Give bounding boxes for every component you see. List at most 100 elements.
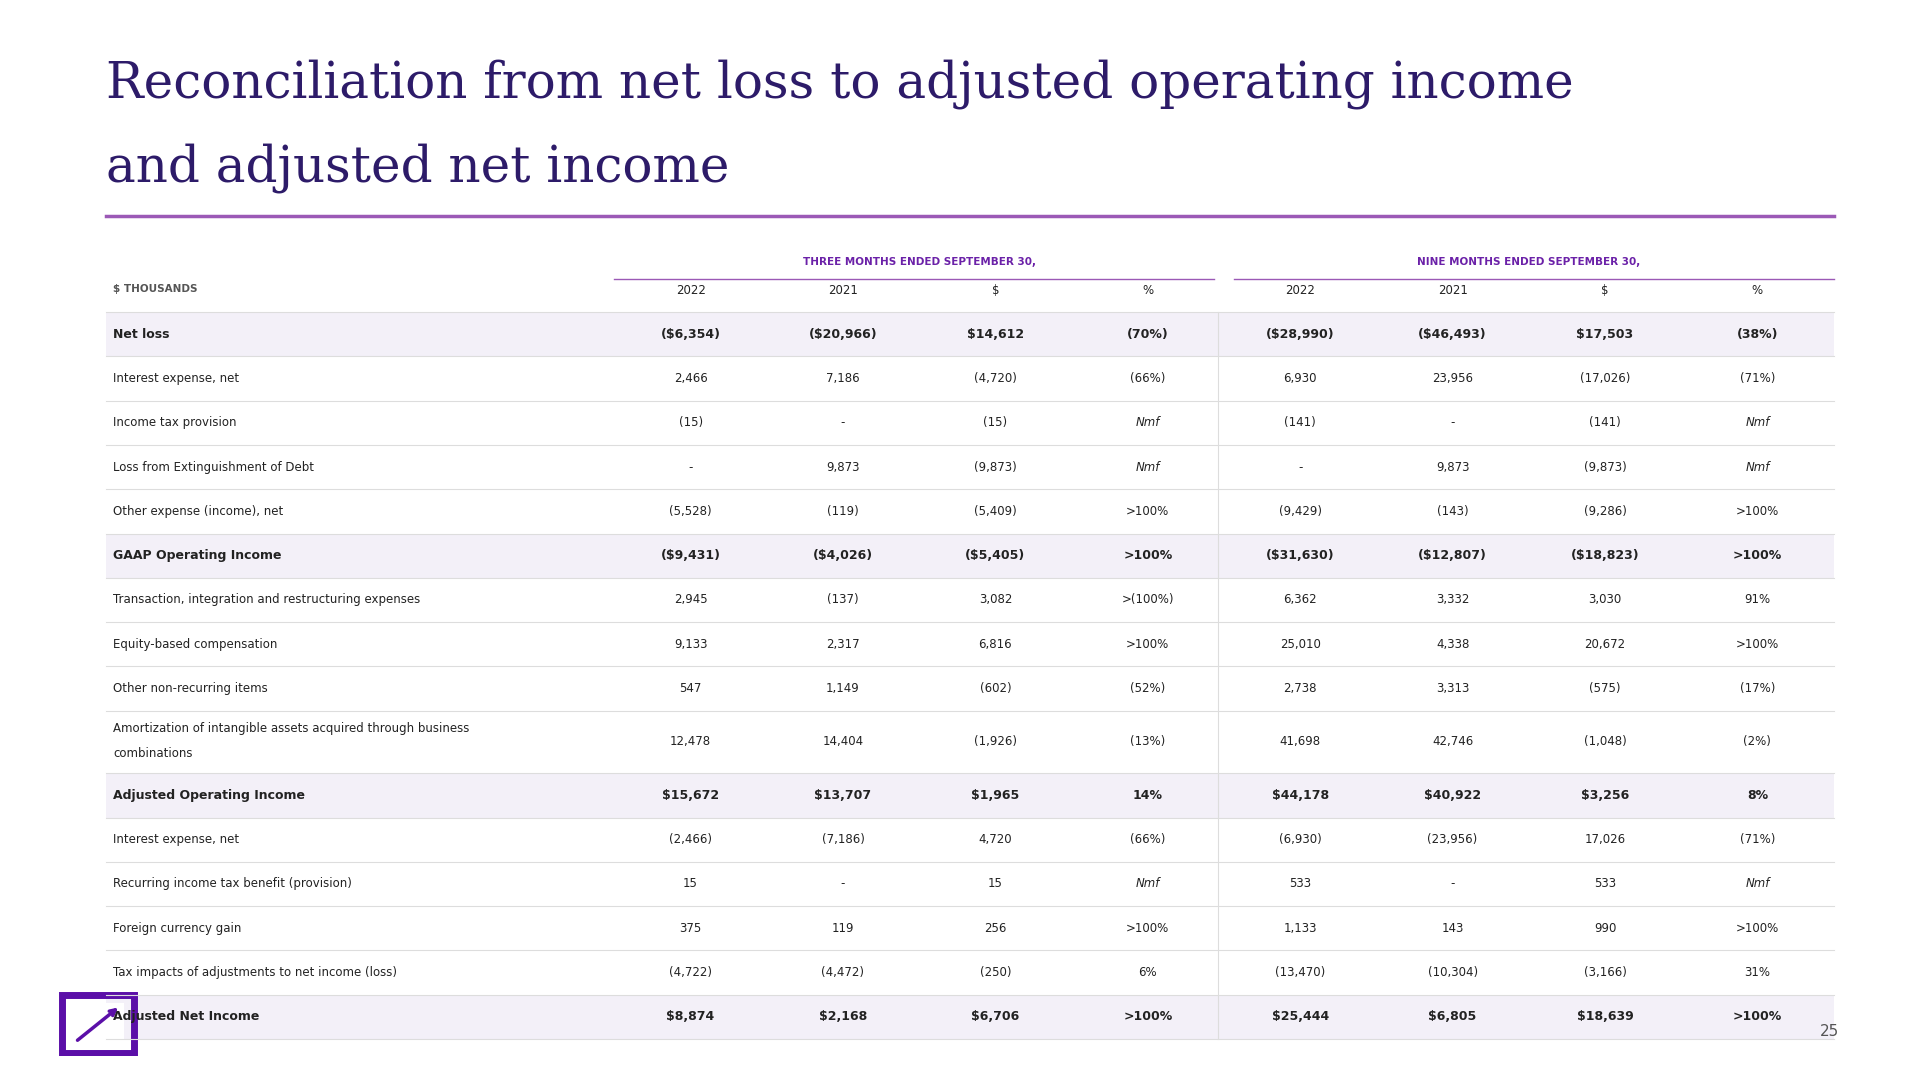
Text: (5,528): (5,528): [670, 504, 712, 518]
Text: 3,082: 3,082: [979, 593, 1012, 607]
Text: $40,922: $40,922: [1425, 788, 1480, 802]
Text: $18,639: $18,639: [1576, 1010, 1634, 1024]
Text: 533: 533: [1594, 877, 1617, 891]
Text: $44,178: $44,178: [1271, 788, 1329, 802]
Text: 42,746: 42,746: [1432, 735, 1473, 748]
Text: Nmf: Nmf: [1745, 460, 1770, 474]
Text: 41,698: 41,698: [1279, 735, 1321, 748]
Text: (4,722): (4,722): [668, 966, 712, 980]
Text: (66%): (66%): [1131, 372, 1165, 386]
Text: $6,706: $6,706: [972, 1010, 1020, 1024]
Text: %: %: [1142, 284, 1154, 297]
Text: 547: 547: [680, 681, 703, 696]
Text: %: %: [1751, 284, 1763, 297]
Text: ($46,493): ($46,493): [1419, 327, 1486, 341]
Text: 23,956: 23,956: [1432, 372, 1473, 386]
Text: ($28,990): ($28,990): [1265, 327, 1334, 341]
Text: $1,965: $1,965: [972, 788, 1020, 802]
Text: (70%): (70%): [1127, 327, 1169, 341]
Text: 2021: 2021: [828, 284, 858, 297]
Text: (119): (119): [828, 504, 858, 518]
Text: (4,720): (4,720): [973, 372, 1018, 386]
Text: 8%: 8%: [1747, 788, 1768, 802]
Text: 9,873: 9,873: [826, 460, 860, 474]
Text: (13,470): (13,470): [1275, 966, 1325, 980]
Text: (143): (143): [1436, 504, 1469, 518]
Text: $17,503: $17,503: [1576, 327, 1634, 341]
Text: 2,945: 2,945: [674, 593, 707, 607]
Text: (23,956): (23,956): [1427, 833, 1478, 847]
Text: Interest expense, net: Interest expense, net: [113, 833, 240, 847]
Text: 6,816: 6,816: [979, 637, 1012, 651]
Text: >100%: >100%: [1123, 549, 1173, 563]
Text: 17,026: 17,026: [1584, 833, 1626, 847]
Text: ($18,823): ($18,823): [1571, 549, 1640, 563]
Text: 91%: 91%: [1745, 593, 1770, 607]
Text: $: $: [991, 284, 998, 297]
Text: (4,472): (4,472): [822, 966, 864, 980]
Text: 1,149: 1,149: [826, 681, 860, 696]
Text: 2,317: 2,317: [826, 637, 860, 651]
Text: 2022: 2022: [1284, 284, 1315, 297]
FancyBboxPatch shape: [73, 1003, 123, 1044]
Text: $6,805: $6,805: [1428, 1010, 1476, 1024]
Text: 9,873: 9,873: [1436, 460, 1469, 474]
Text: combinations: combinations: [113, 746, 192, 759]
Text: Equity-based compensation: Equity-based compensation: [113, 637, 278, 651]
Text: >100%: >100%: [1736, 504, 1780, 518]
Text: $3,256: $3,256: [1580, 788, 1630, 802]
Text: $8,874: $8,874: [666, 1010, 714, 1024]
Text: THREE MONTHS ENDED SEPTEMBER 30,: THREE MONTHS ENDED SEPTEMBER 30,: [803, 257, 1035, 267]
Text: (575): (575): [1590, 681, 1620, 696]
Text: Net loss: Net loss: [113, 327, 169, 341]
Text: -: -: [1450, 416, 1455, 430]
Text: 15: 15: [989, 877, 1002, 891]
Text: and adjusted net income: and adjusted net income: [106, 143, 730, 192]
Text: (38%): (38%): [1738, 327, 1778, 341]
Text: (15): (15): [678, 416, 703, 430]
Text: Nmf: Nmf: [1135, 877, 1160, 891]
Text: Foreign currency gain: Foreign currency gain: [113, 921, 242, 935]
Text: 990: 990: [1594, 921, 1617, 935]
Text: (71%): (71%): [1740, 372, 1776, 386]
Text: (10,304): (10,304): [1428, 966, 1478, 980]
Text: (66%): (66%): [1131, 833, 1165, 847]
Text: $14,612: $14,612: [968, 327, 1023, 341]
Text: (9,429): (9,429): [1279, 504, 1321, 518]
Text: (15): (15): [983, 416, 1008, 430]
Text: Other non-recurring items: Other non-recurring items: [113, 681, 269, 696]
Text: (9,873): (9,873): [973, 460, 1018, 474]
Text: (17%): (17%): [1740, 681, 1776, 696]
Text: (141): (141): [1284, 416, 1315, 430]
Text: 6,362: 6,362: [1283, 593, 1317, 607]
Text: (52%): (52%): [1131, 681, 1165, 696]
Text: ($12,807): ($12,807): [1419, 549, 1486, 563]
Text: (2,466): (2,466): [668, 833, 712, 847]
Text: Adjusted Operating Income: Adjusted Operating Income: [113, 788, 305, 802]
Text: 143: 143: [1442, 921, 1463, 935]
Text: ($4,026): ($4,026): [812, 549, 874, 563]
Text: $25,444: $25,444: [1271, 1010, 1329, 1024]
Text: Nmf: Nmf: [1135, 460, 1160, 474]
Text: 3,332: 3,332: [1436, 593, 1469, 607]
Text: 4,338: 4,338: [1436, 637, 1469, 651]
Text: ($6,354): ($6,354): [660, 327, 720, 341]
Text: 25: 25: [1820, 1024, 1839, 1039]
Text: 25,010: 25,010: [1281, 637, 1321, 651]
Text: 3,030: 3,030: [1588, 593, 1622, 607]
Text: 4,720: 4,720: [979, 833, 1012, 847]
Text: 2,466: 2,466: [674, 372, 707, 386]
Text: -: -: [841, 877, 845, 891]
Text: ($31,630): ($31,630): [1265, 549, 1334, 563]
Text: (1,926): (1,926): [973, 735, 1018, 748]
Text: >100%: >100%: [1127, 637, 1169, 651]
Text: 12,478: 12,478: [670, 735, 710, 748]
Text: 375: 375: [680, 921, 701, 935]
Text: 31%: 31%: [1745, 966, 1770, 980]
Text: Income tax provision: Income tax provision: [113, 416, 236, 430]
Text: >(100%): >(100%): [1121, 593, 1173, 607]
Text: Tax impacts of adjustments to net income (loss): Tax impacts of adjustments to net income…: [113, 966, 397, 980]
Text: (3,166): (3,166): [1584, 966, 1626, 980]
Text: Amortization of intangible assets acquired through business: Amortization of intangible assets acquir…: [113, 721, 470, 734]
Text: 256: 256: [985, 921, 1006, 935]
